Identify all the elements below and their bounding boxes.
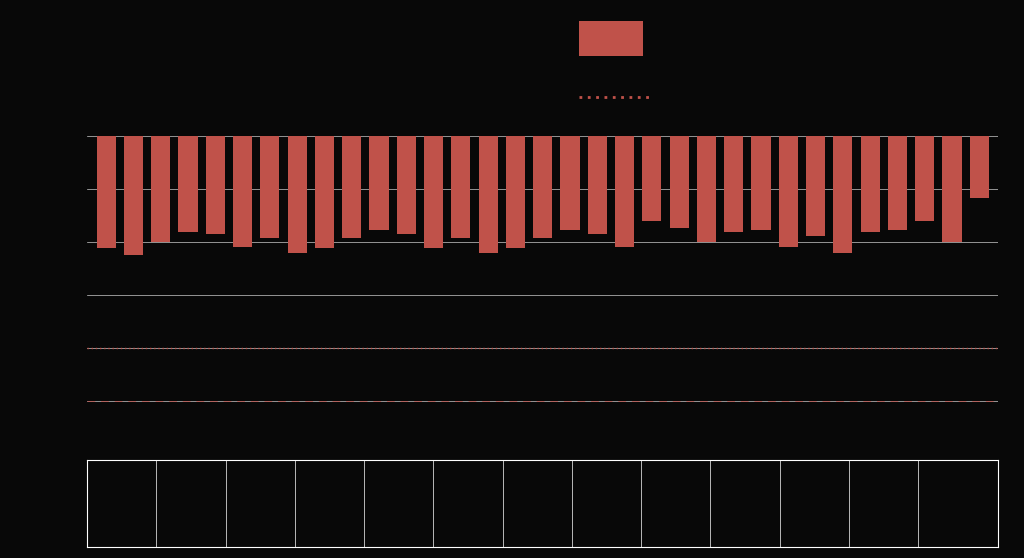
Bar (534, 136, 552, 238)
Bar (860, 136, 880, 232)
Bar (888, 136, 907, 230)
FancyBboxPatch shape (579, 21, 643, 56)
Bar (396, 136, 416, 234)
Bar (178, 136, 198, 232)
Bar (342, 136, 361, 238)
Bar (697, 136, 716, 242)
Bar (642, 136, 662, 221)
Bar (752, 136, 770, 230)
Bar (615, 136, 634, 247)
Bar (942, 136, 962, 242)
Bar (206, 136, 225, 234)
Bar (724, 136, 743, 232)
Bar (370, 136, 388, 230)
Bar (152, 136, 170, 242)
Bar (834, 136, 852, 253)
Bar (970, 136, 989, 198)
Bar (424, 136, 443, 248)
Bar (588, 136, 607, 234)
Bar (506, 136, 525, 248)
Bar (778, 136, 798, 247)
Bar (288, 136, 307, 253)
Bar (915, 136, 934, 221)
Bar (260, 136, 280, 238)
Bar (315, 136, 334, 248)
Bar (670, 136, 689, 228)
Bar (233, 136, 252, 247)
Bar (806, 136, 825, 236)
Bar (452, 136, 470, 238)
Bar (96, 136, 116, 248)
Bar (560, 136, 580, 230)
Bar (124, 136, 143, 255)
Bar (478, 136, 498, 253)
